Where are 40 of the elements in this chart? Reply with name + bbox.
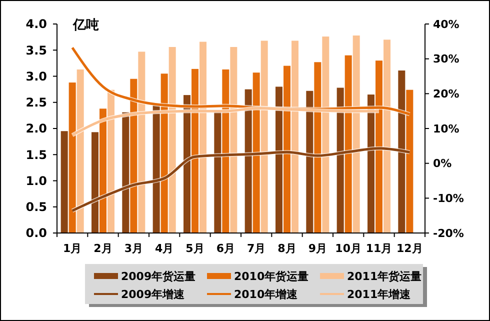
bar: [68, 82, 76, 233]
y2-tick-label: 30%: [433, 52, 460, 66]
x-tick-label: 8月: [278, 242, 296, 255]
legend-label: 2010年货运量: [234, 270, 309, 283]
x-tick-label: 1月: [63, 242, 82, 255]
x-tick-label: 10月: [335, 242, 362, 255]
y-tick-label: 0.5: [26, 200, 47, 214]
bar: [60, 131, 68, 233]
bar: [384, 40, 390, 233]
y-axis-title: 亿吨: [72, 18, 99, 33]
y-tick-label: 4.0: [26, 17, 47, 32]
y2-tick-label: 20%: [433, 88, 460, 101]
x-tick-label: 3月: [124, 242, 143, 255]
x-tick-label: 5月: [186, 242, 204, 255]
y-tick-label: 2.5: [26, 96, 47, 110]
y2-tick-label: 10%: [433, 122, 460, 136]
bar: [284, 66, 290, 233]
x-tick-label: 4月: [155, 242, 174, 255]
y2-tick-label: 0%: [433, 157, 452, 170]
legend-label: 2011年货运量: [347, 270, 422, 283]
y2-tick-label: 40%: [433, 18, 460, 31]
legend-label: 2009年增速: [121, 288, 186, 301]
y-tick-label: 2.0: [26, 122, 47, 136]
x-tick-label: 11月: [366, 242, 392, 255]
legend-label: 2010年增速: [234, 288, 299, 301]
x-tick-label: 9月: [308, 242, 327, 255]
y-tick-label: 0.0: [26, 226, 47, 240]
y2-tick-label: -20%: [433, 226, 464, 240]
legend-label: 2009年货运量: [121, 270, 196, 283]
x-tick-label: 2月: [94, 242, 112, 255]
bar: [100, 108, 106, 233]
y-tick-label: 1.0: [26, 174, 47, 188]
y-tick-label: 1.5: [26, 148, 47, 162]
y2-tick-label: -10%: [433, 192, 464, 206]
y-tick-label: 3.5: [26, 43, 47, 58]
legend-label: 2011年增速: [347, 288, 412, 301]
x-tick-label: 12月: [396, 242, 423, 255]
y-tick-label: 3.0: [26, 69, 47, 84]
x-tick-label: 7月: [247, 242, 266, 255]
x-tick-label: 6月: [216, 242, 235, 255]
